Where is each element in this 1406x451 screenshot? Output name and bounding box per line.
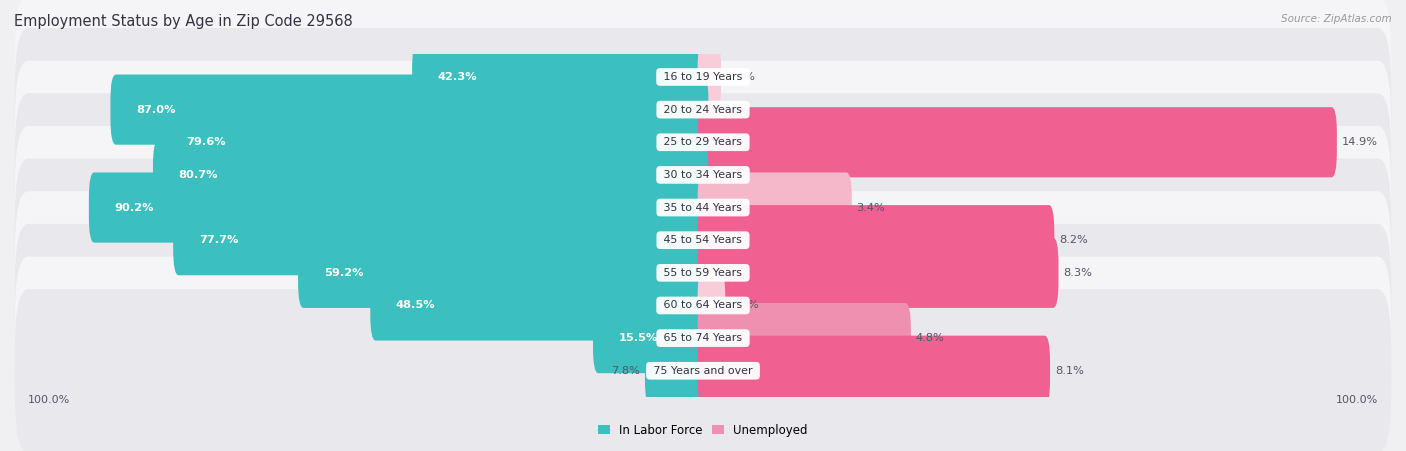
FancyBboxPatch shape xyxy=(14,60,1392,224)
Text: 87.0%: 87.0% xyxy=(136,105,176,115)
FancyBboxPatch shape xyxy=(173,205,709,275)
Text: 25 to 29 Years: 25 to 29 Years xyxy=(661,137,745,147)
FancyBboxPatch shape xyxy=(370,271,709,341)
Text: 15.5%: 15.5% xyxy=(619,333,658,343)
FancyBboxPatch shape xyxy=(593,303,709,373)
FancyBboxPatch shape xyxy=(14,0,1392,159)
Text: Employment Status by Age in Zip Code 29568: Employment Status by Age in Zip Code 295… xyxy=(14,14,353,28)
FancyBboxPatch shape xyxy=(14,257,1392,420)
FancyBboxPatch shape xyxy=(111,74,709,145)
Text: 16 to 19 Years: 16 to 19 Years xyxy=(659,72,747,82)
FancyBboxPatch shape xyxy=(14,28,1392,191)
FancyBboxPatch shape xyxy=(153,140,709,210)
Text: 80.7%: 80.7% xyxy=(179,170,218,180)
FancyBboxPatch shape xyxy=(697,42,721,112)
FancyBboxPatch shape xyxy=(697,238,1059,308)
Text: 8.2%: 8.2% xyxy=(1059,235,1088,245)
FancyBboxPatch shape xyxy=(14,289,1392,451)
Text: 100.0%: 100.0% xyxy=(1336,395,1378,405)
Text: 0.4%: 0.4% xyxy=(730,300,759,310)
FancyBboxPatch shape xyxy=(697,336,1050,406)
Text: 59.2%: 59.2% xyxy=(323,268,363,278)
FancyBboxPatch shape xyxy=(14,126,1392,289)
FancyBboxPatch shape xyxy=(14,159,1392,322)
Text: 79.6%: 79.6% xyxy=(186,137,226,147)
Text: 90.2%: 90.2% xyxy=(114,202,155,212)
Text: 48.5%: 48.5% xyxy=(396,300,436,310)
Text: 14.9%: 14.9% xyxy=(1341,137,1378,147)
FancyBboxPatch shape xyxy=(412,42,709,112)
FancyBboxPatch shape xyxy=(697,271,725,341)
Text: 75 Years and over: 75 Years and over xyxy=(650,366,756,376)
Text: 77.7%: 77.7% xyxy=(198,235,238,245)
Text: 0.0%: 0.0% xyxy=(713,170,742,180)
Text: 3.4%: 3.4% xyxy=(856,202,886,212)
Text: 4.8%: 4.8% xyxy=(915,333,945,343)
FancyBboxPatch shape xyxy=(645,336,709,406)
FancyBboxPatch shape xyxy=(697,107,1337,177)
FancyBboxPatch shape xyxy=(697,172,852,243)
Text: 60 to 64 Years: 60 to 64 Years xyxy=(661,300,745,310)
Text: 8.1%: 8.1% xyxy=(1054,366,1084,376)
Text: 30 to 34 Years: 30 to 34 Years xyxy=(661,170,745,180)
Text: 45 to 54 Years: 45 to 54 Years xyxy=(661,235,745,245)
Text: 0.3%: 0.3% xyxy=(725,72,755,82)
Text: Source: ZipAtlas.com: Source: ZipAtlas.com xyxy=(1281,14,1392,23)
FancyBboxPatch shape xyxy=(14,191,1392,354)
FancyBboxPatch shape xyxy=(160,107,709,177)
Text: 35 to 44 Years: 35 to 44 Years xyxy=(661,202,745,212)
FancyBboxPatch shape xyxy=(89,172,709,243)
Text: 42.3%: 42.3% xyxy=(437,72,478,82)
FancyBboxPatch shape xyxy=(14,93,1392,257)
FancyBboxPatch shape xyxy=(697,303,911,373)
FancyBboxPatch shape xyxy=(14,224,1392,387)
FancyBboxPatch shape xyxy=(298,238,709,308)
Text: 65 to 74 Years: 65 to 74 Years xyxy=(661,333,745,343)
Legend: In Labor Force, Unemployed: In Labor Force, Unemployed xyxy=(596,421,810,439)
Text: 100.0%: 100.0% xyxy=(28,395,70,405)
Text: 55 to 59 Years: 55 to 59 Years xyxy=(661,268,745,278)
Text: 8.3%: 8.3% xyxy=(1063,268,1092,278)
Text: 0.0%: 0.0% xyxy=(713,105,742,115)
Text: 7.8%: 7.8% xyxy=(612,366,640,376)
FancyBboxPatch shape xyxy=(697,205,1054,275)
Text: 20 to 24 Years: 20 to 24 Years xyxy=(661,105,745,115)
